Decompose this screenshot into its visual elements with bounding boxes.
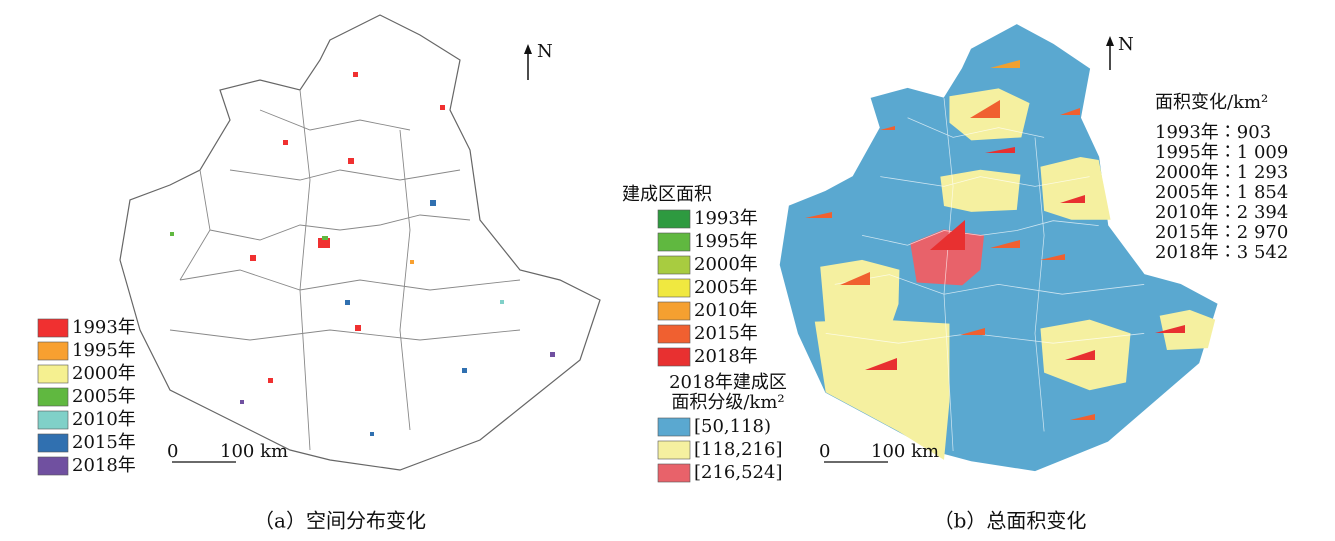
legend-swatch (657, 255, 691, 275)
north-label: N (1118, 34, 1134, 55)
legend-swatch (657, 347, 691, 367)
class-label: [50,118) (694, 416, 771, 437)
class-swatch (657, 417, 691, 437)
area-change: 1993年∶903 (1155, 122, 1271, 143)
scale-end: 100 km (871, 441, 939, 462)
scale-end: 100 km (220, 441, 288, 462)
legend-swatch (657, 232, 691, 252)
area-title: 面积变化/km² (1155, 92, 1268, 113)
area-change: 2005年∶1 854 (1155, 182, 1288, 203)
legend-label: 1993年 (72, 317, 136, 338)
legend-swatch (657, 301, 691, 321)
class-swatch (657, 440, 691, 460)
legend-label: 1995年 (72, 340, 136, 361)
legend-label: 2018年 (694, 346, 758, 367)
north-label: N (537, 41, 553, 62)
class-title: 面积分级/km² (671, 392, 784, 413)
legend-swatch (37, 410, 69, 430)
legend-swatch (37, 433, 69, 453)
class-label: [118,216] (694, 439, 782, 460)
scale-start: 0 (167, 441, 178, 462)
mini-bars (805, 60, 1185, 420)
legend-label: 2015年 (72, 432, 136, 453)
legend-swatch (37, 318, 69, 338)
legend-label: 2010年 (72, 409, 136, 430)
area-change: 2015年∶2 970 (1155, 222, 1288, 243)
legend-label: 1995年 (694, 231, 758, 252)
legend-swatch (657, 209, 691, 229)
legend-label: 2010年 (694, 300, 758, 321)
legend-swatch (657, 324, 691, 344)
class-title: 2018年建成区 (669, 372, 787, 393)
legend-label: 2018年 (72, 455, 136, 476)
legend-label: 2000年 (72, 363, 136, 384)
caption: （b）总面积变化 (934, 509, 1087, 533)
legend-label: 2005年 (72, 386, 136, 407)
area-change: 2018年∶3 542 (1155, 242, 1288, 263)
legend: 建成区面积1993年1995年2000年2005年2010年2015年2018年… (622, 92, 1288, 483)
legend-label: 2015年 (694, 323, 758, 344)
legend-swatch (37, 364, 69, 384)
area-change: 1995年∶1 009 (1155, 142, 1288, 163)
class-swatch (657, 463, 691, 483)
legend-swatch (37, 456, 69, 476)
legend-label: 2005年 (694, 277, 758, 298)
caption: （a）空间分布变化 (254, 509, 426, 533)
legend-swatch (37, 341, 69, 361)
map-b: N 0 100 km (779, 24, 1218, 472)
class-label: [216,524] (694, 462, 782, 483)
legend-label: 2000年 (694, 254, 758, 275)
legend-title: 建成区面积 (622, 184, 712, 205)
area-change: 2010年∶2 394 (1155, 202, 1288, 223)
area-change: 2000年∶1 293 (1155, 162, 1288, 183)
legend-swatch (657, 278, 691, 298)
map-a: N 0 100 km (119, 14, 601, 471)
scale-start: 0 (819, 441, 830, 462)
legend-swatch (37, 387, 69, 407)
legend-label: 1993年 (694, 208, 758, 229)
built-up-patches (170, 72, 555, 436)
